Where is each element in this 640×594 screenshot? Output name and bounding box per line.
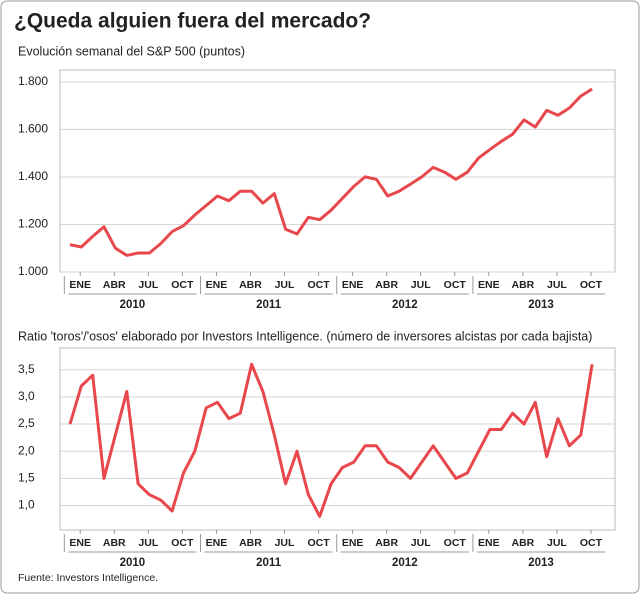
x-tick-label: ENE [342,279,364,291]
x-tick-label: OCT [580,279,603,291]
source: Fuente: Investors Intelligence. [18,572,158,584]
year-label: 2012 [392,299,418,311]
x-tick-label: JUL [411,279,431,291]
y-tick-label: 3,5 [18,362,35,376]
x-tick-label: OCT [307,279,330,291]
x-tick-label: ABR [375,537,398,549]
y-tick-label: 2,0 [18,443,35,457]
y-tick-label: 1.800 [18,74,48,88]
x-tick-label: ABR [511,537,534,549]
y-tick-label: 1,0 [18,498,35,512]
y-tick-label: 1.000 [18,264,48,278]
x-tick-label: ENE [478,537,500,549]
x-tick-label: ENE [478,279,500,291]
x-tick-label: OCT [307,537,330,549]
year-label: 2010 [120,557,146,569]
x-tick-label: ABR [103,279,126,291]
x-tick-label: ENE [342,537,364,549]
chart-subtitle: Evolución semanal del S&P 500 (puntos) [18,44,245,58]
x-tick-label: ENE [206,537,228,549]
x-tick-label: JUL [138,537,158,549]
y-tick-label: 1.600 [18,122,48,136]
x-tick-label: OCT [444,279,467,291]
x-tick-label: JUL [547,537,567,549]
year-label: 2010 [120,299,146,311]
year-label: 2012 [392,557,418,569]
x-tick-label: OCT [444,537,467,549]
x-tick-label: ENE [69,279,91,291]
x-tick-label: JUL [138,279,158,291]
y-tick-label: 1.400 [18,169,48,183]
x-tick-label: ABR [511,279,534,291]
y-tick-label: 3,0 [18,389,35,403]
year-label: 2013 [528,557,554,569]
x-tick-label: JUL [275,537,295,549]
x-tick-label: ABR [375,279,398,291]
chart-subtitle: Ratio 'toros'/'osos' elaborado por Inves… [18,329,592,343]
year-label: 2011 [256,299,282,311]
y-tick-label: 2,5 [18,416,35,430]
x-tick-label: JUL [411,537,431,549]
x-tick-label: JUL [547,279,567,291]
series-line [69,87,593,257]
x-tick-label: ENE [69,537,91,549]
x-tick-label: ABR [239,537,262,549]
x-tick-label: JUL [275,279,295,291]
x-tick-label: ABR [239,279,262,291]
plot-area [59,347,616,531]
y-tick-label: 1,5 [18,471,35,485]
y-tick-label: 1.200 [18,217,48,231]
x-tick-label: OCT [580,537,603,549]
series-line [68,362,594,518]
page-title: ¿Queda alguien fuera del mercado? [14,10,371,33]
year-label: 2013 [528,299,554,311]
year-label: 2011 [256,557,282,569]
x-tick-label: ENE [206,279,228,291]
x-tick-label: ABR [103,537,126,549]
x-tick-label: OCT [171,279,194,291]
x-tick-label: OCT [171,537,194,549]
